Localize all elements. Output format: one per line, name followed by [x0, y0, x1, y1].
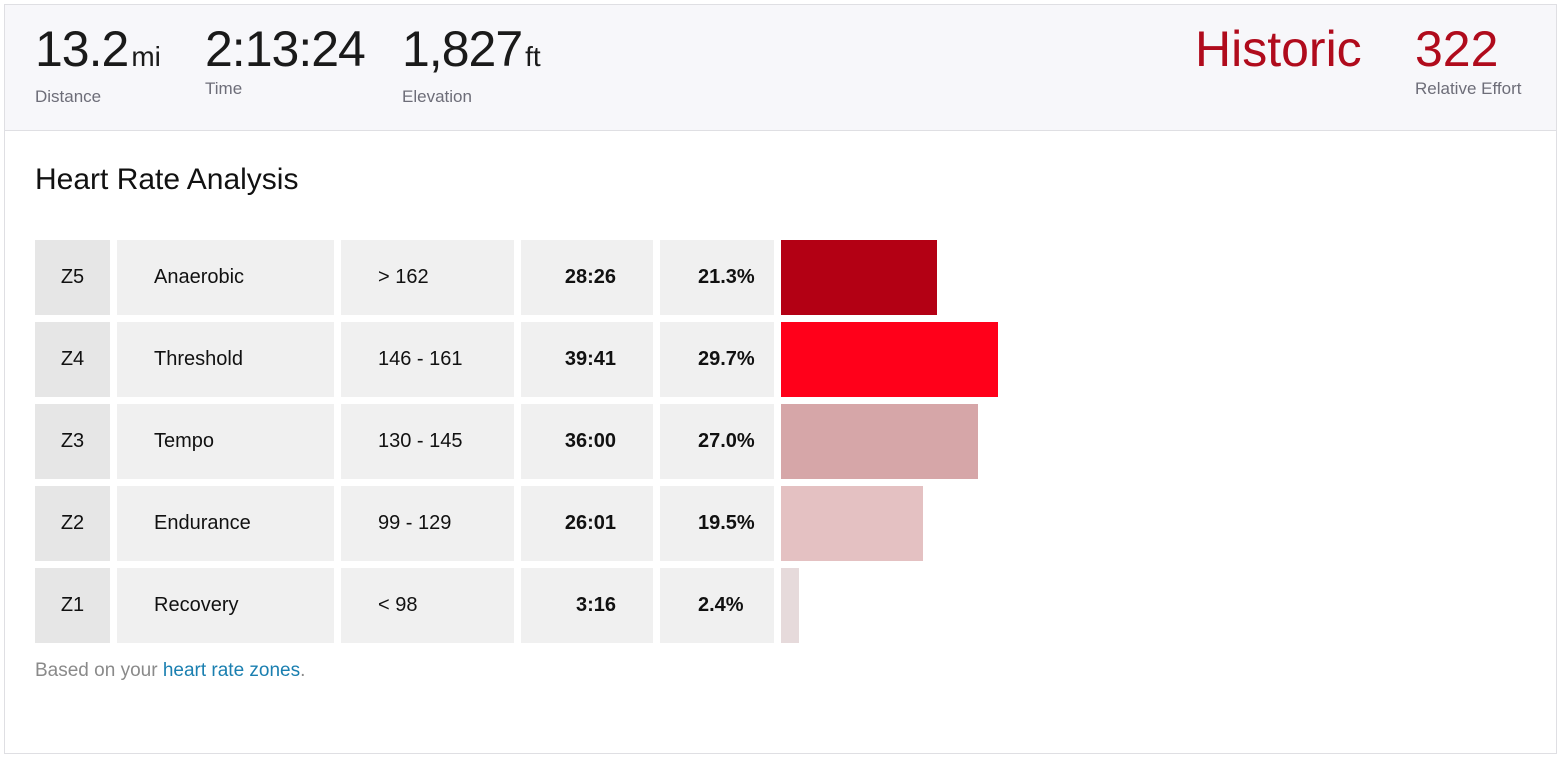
zone-percent: 19.5% — [660, 486, 774, 561]
distance-value-line: 13.2 mi — [35, 21, 161, 85]
zone-time: 26:01 — [521, 486, 653, 561]
stats-bar: 13.2 mi Distance 2:13:24 Time 1,827 ft Ele… — [5, 5, 1556, 131]
zone-percent: 27.0% — [660, 404, 774, 479]
time-value: 2:13:24 — [205, 21, 366, 77]
elevation-value: 1,827 — [402, 21, 523, 77]
elevation-stat: 1,827 ft Elevation — [402, 21, 541, 107]
footnote-prefix: Based on your — [35, 660, 163, 681]
zone-bar — [781, 568, 799, 643]
zone-time: 3:16 — [521, 568, 653, 643]
zone-name: Recovery — [117, 568, 334, 643]
zone-range: < 98 — [341, 568, 514, 643]
zone-time: 39:41 — [521, 322, 653, 397]
heart-rate-zones-link[interactable]: heart rate zones — [162, 660, 301, 681]
zone-range: > 162 — [341, 240, 514, 315]
zone-range: 146 - 161 — [341, 322, 514, 397]
section-title: Heart Rate Analysis — [35, 163, 299, 196]
elevation-value-line: 1,827 ft — [402, 21, 541, 85]
zone-name: Threshold — [117, 322, 334, 397]
distance-stat: 13.2 mi Distance — [35, 21, 161, 107]
relative-effort-stat[interactable]: 322 Relative Effort — [1415, 21, 1521, 99]
distance-value: 13.2 — [35, 21, 129, 77]
distance-label: Distance — [35, 87, 102, 106]
time-label: Time — [205, 79, 243, 98]
zone-percent: 21.3% — [660, 240, 774, 315]
footnote: Based on your heart rate zones. — [35, 660, 305, 682]
zone-name: Endurance — [117, 486, 334, 561]
activity-card: 13.2 mi Distance 2:13:24 Time 1,827 ft Ele… — [4, 4, 1557, 754]
zone-id: Z2 — [35, 486, 110, 561]
zone-percent: 29.7% — [660, 322, 774, 397]
zone-time: 28:26 — [521, 240, 653, 315]
zone-name: Tempo — [117, 404, 334, 479]
zone-id: Z3 — [35, 404, 110, 479]
footnote-suffix: . — [300, 660, 306, 681]
zone-time: 36:00 — [521, 404, 653, 479]
zone-name: Anaerobic — [117, 240, 334, 315]
relative-effort-label: Relative Effort — [1415, 79, 1522, 98]
elevation-label: Elevation — [402, 87, 472, 106]
elevation-unit: ft — [525, 41, 541, 72]
time-stat: 2:13:24 Time — [205, 21, 366, 99]
zone-id: Z4 — [35, 322, 110, 397]
zone-bar — [781, 486, 923, 561]
zone-id: Z5 — [35, 240, 110, 315]
zone-range: 130 - 145 — [341, 404, 514, 479]
zone-bar — [781, 322, 998, 397]
zone-bar — [781, 240, 937, 315]
effort-level-badge: Historic — [1195, 21, 1362, 77]
zone-range: 99 - 129 — [341, 486, 514, 561]
zone-percent: 2.4% — [660, 568, 774, 643]
zone-id: Z1 — [35, 568, 110, 643]
distance-unit: mi — [131, 41, 161, 72]
zone-bar — [781, 404, 978, 479]
relative-effort-value: 322 — [1415, 21, 1499, 77]
